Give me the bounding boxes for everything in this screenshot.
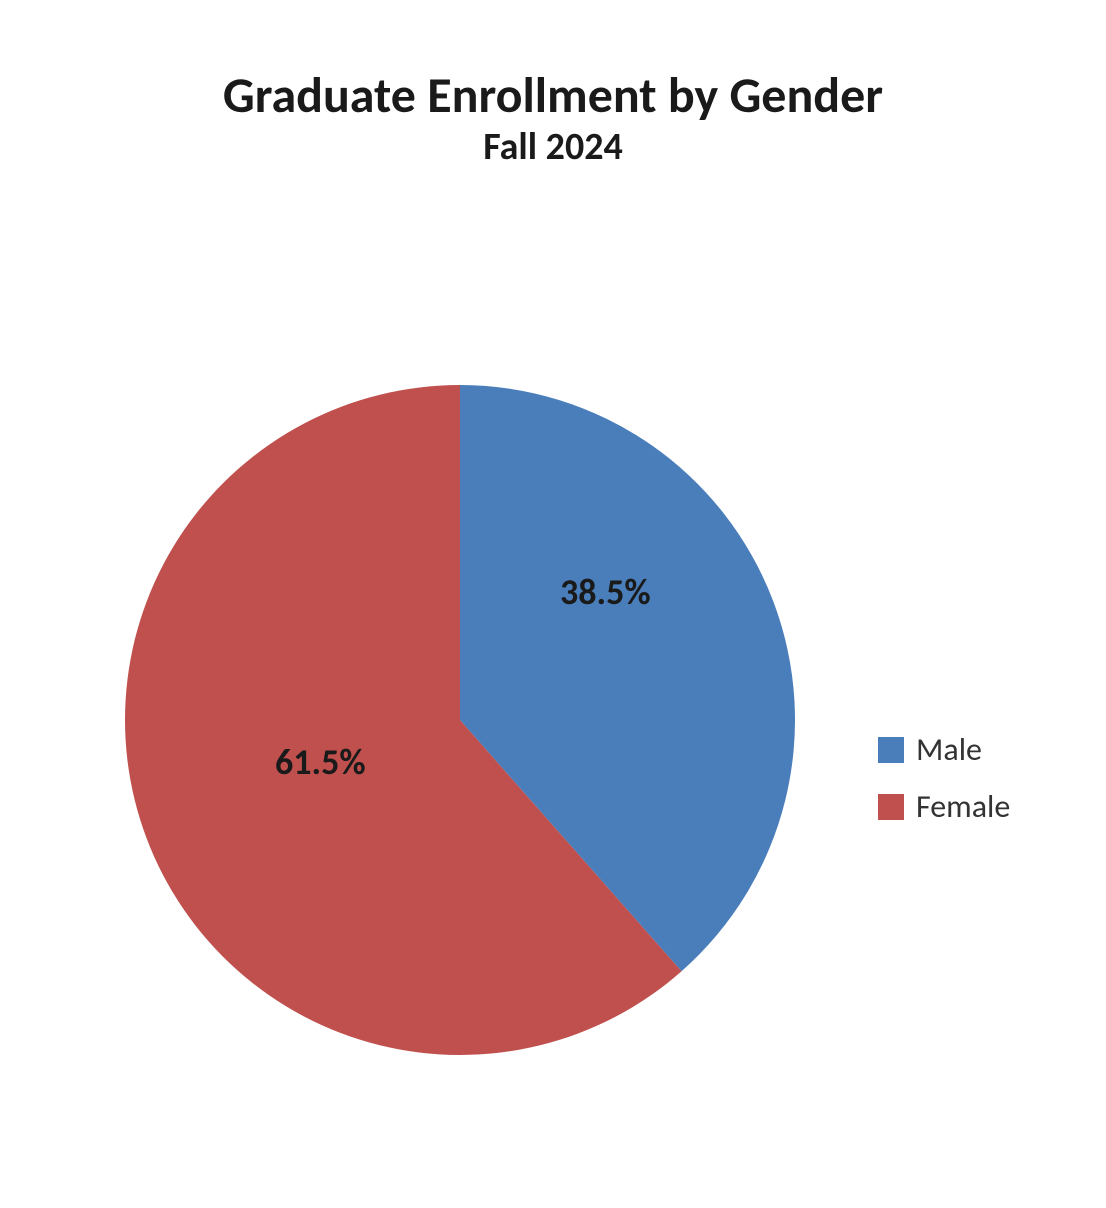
chart-container: Graduate Enrollment by Gender Fall 2024 …: [0, 0, 1106, 1208]
pie-slices: [125, 385, 795, 1055]
title-block: Graduate Enrollment by Gender Fall 2024: [0, 68, 1106, 169]
legend-row-male: Male: [878, 730, 1010, 769]
chart-title: Graduate Enrollment by Gender: [0, 68, 1106, 123]
legend-row-female: Female: [878, 787, 1010, 826]
chart-subtitle: Fall 2024: [0, 127, 1106, 169]
pie-wrap: [125, 385, 795, 1055]
pie-svg: [125, 385, 795, 1055]
legend-swatch-female: [878, 794, 904, 820]
legend-label-male: Male: [916, 730, 982, 769]
legend-label-female: Female: [916, 787, 1010, 826]
slice-label-male: 38.5%: [560, 570, 651, 614]
legend-swatch-male: [878, 737, 904, 763]
legend: Male Female: [878, 730, 1010, 844]
slice-label-female: 61.5%: [275, 740, 366, 784]
